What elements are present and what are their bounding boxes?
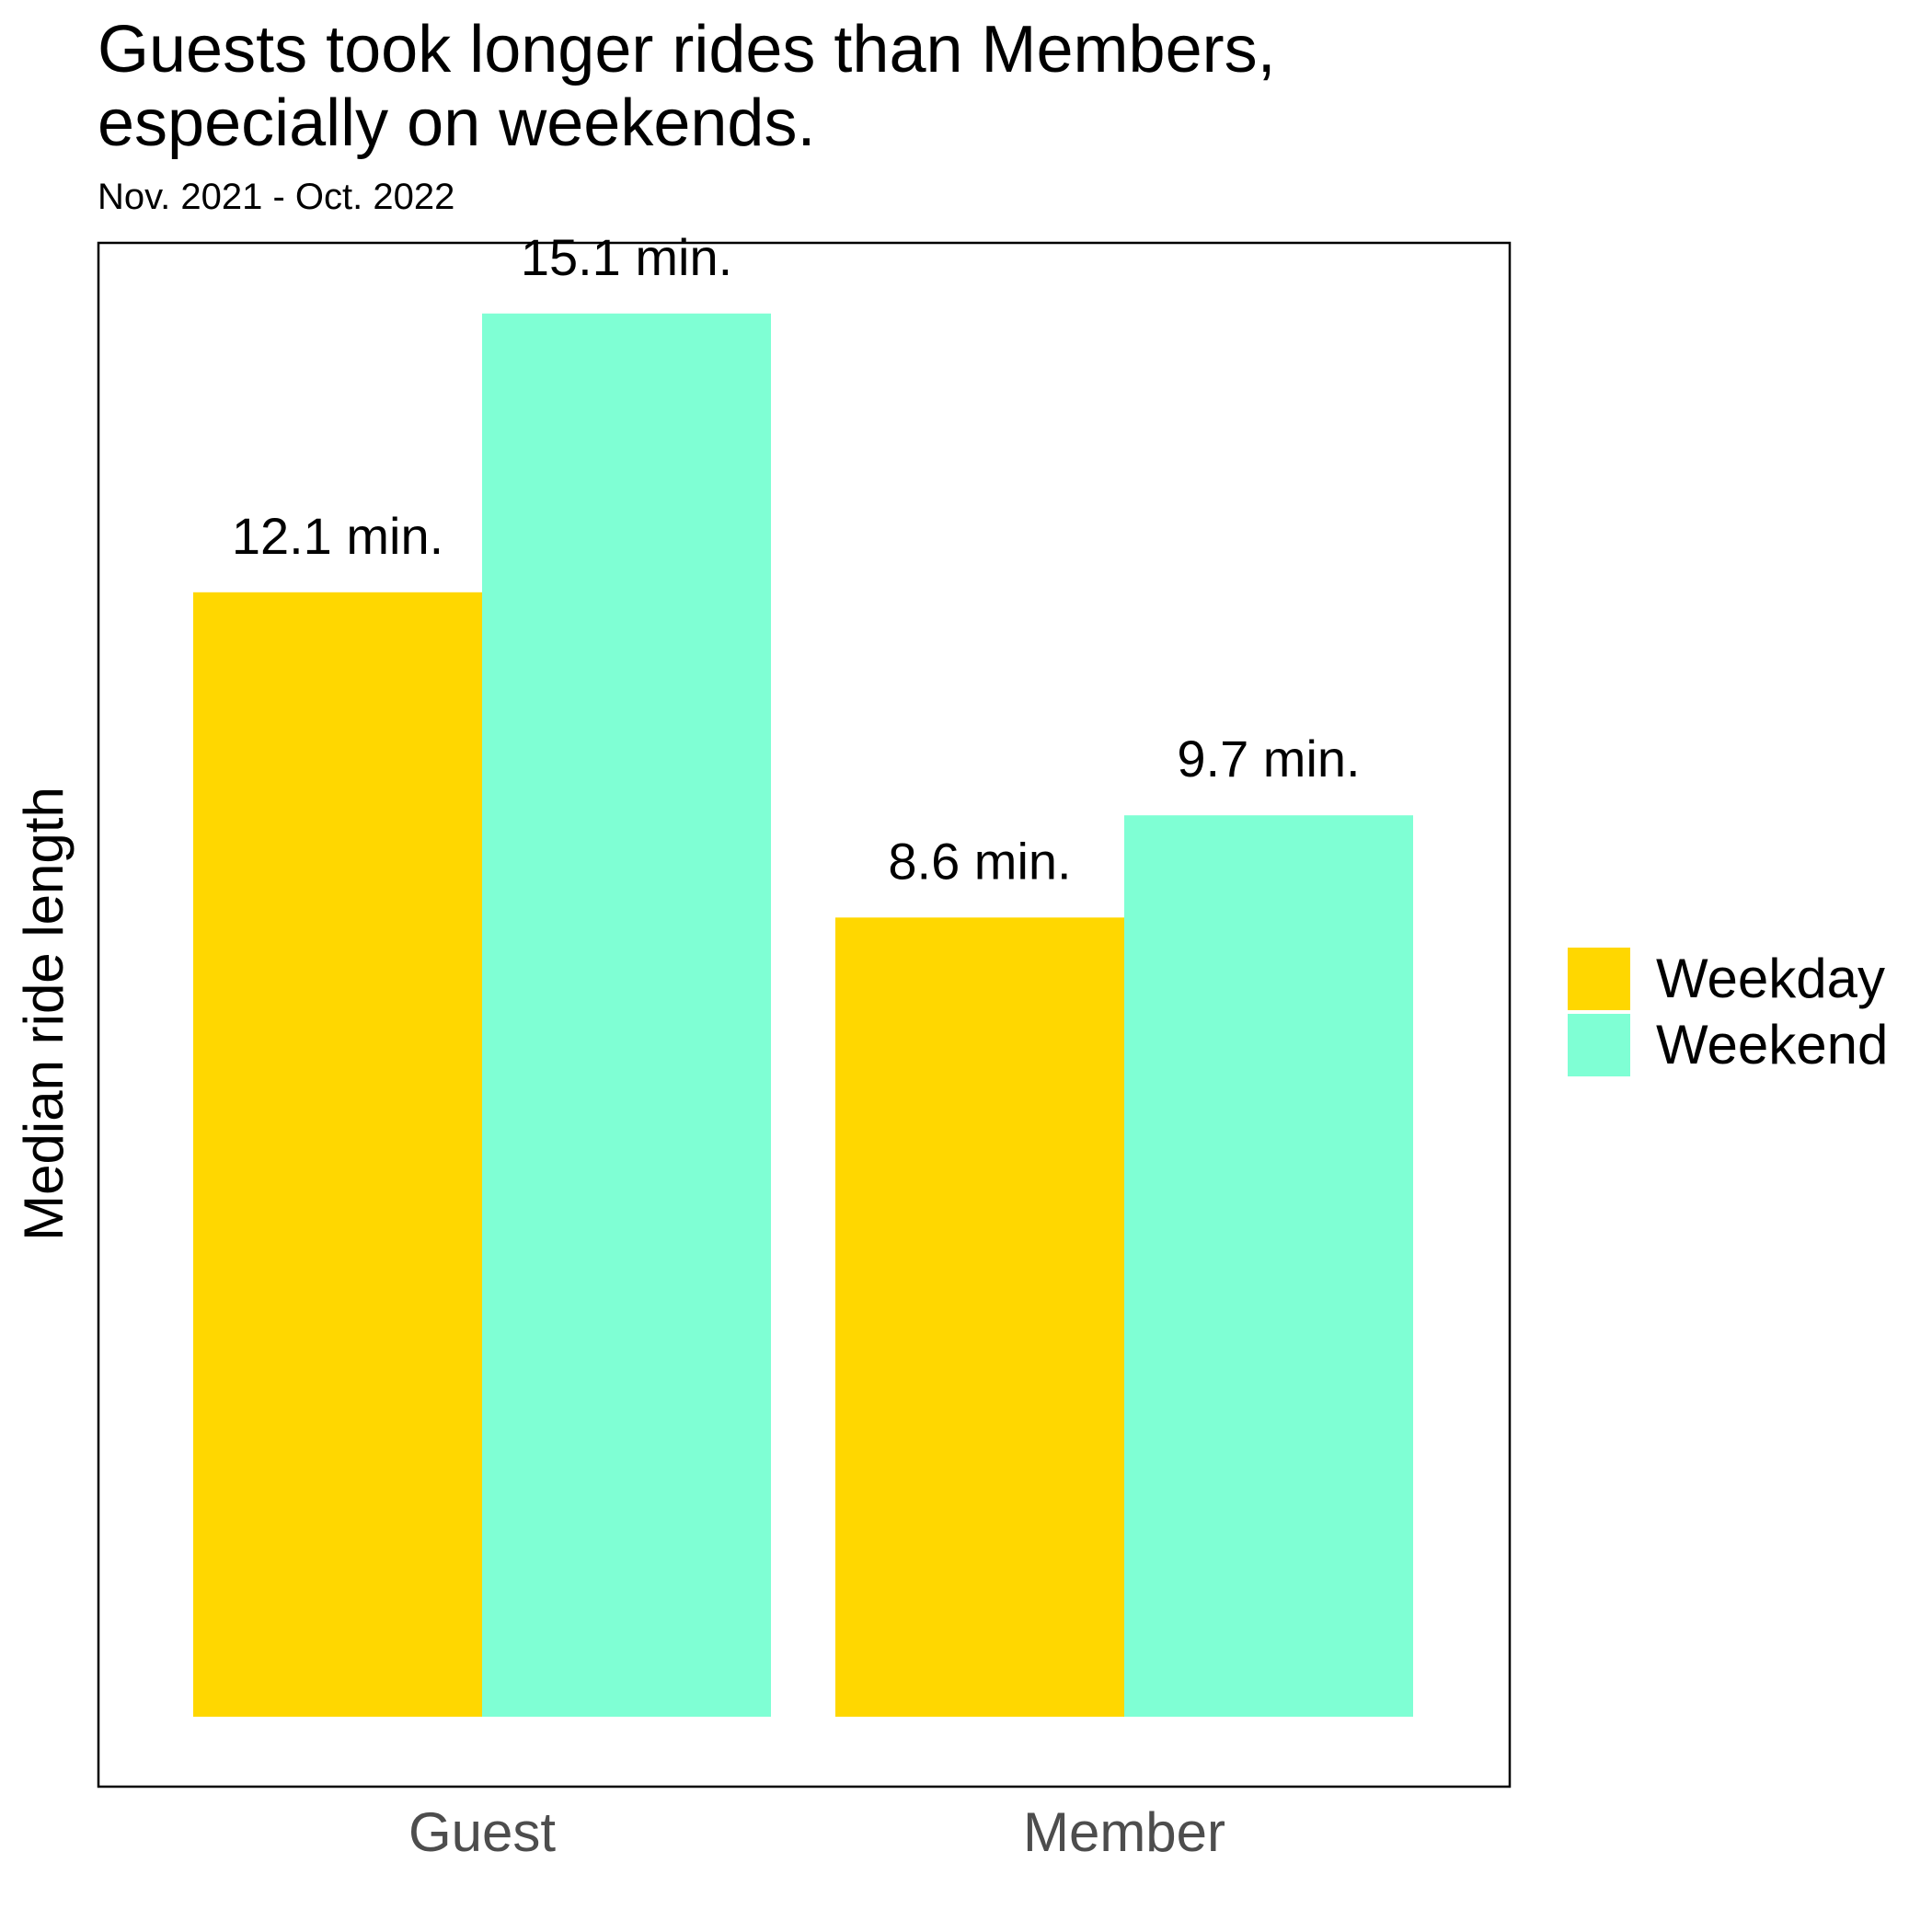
chart-title-line-2: especially on weekends. [98,86,816,160]
data-label-member-weekday: 8.6 min. [888,832,1071,890]
legend-swatch-weekday [1568,948,1630,1010]
x-tick-label-guest: Guest [408,1801,556,1863]
bar-member-weekend [1124,815,1413,1717]
x-tick-label-member: Member [1023,1801,1225,1863]
data-label-member-weekend: 9.7 min. [1177,730,1360,788]
bar-member-weekday [835,917,1124,1717]
y-axis-label: Median ride length [13,787,75,1241]
data-label-guest-weekend: 15.1 min. [521,228,732,286]
bar-labels-group: 12.1 min. 15.1 min. 8.6 min. 9.7 min. [232,228,1361,891]
chart-subtitle: Nov. 2021 - Oct. 2022 [98,177,455,217]
chart-title-line-1: Guests took longer rides than Members, [98,13,1276,86]
legend-label-weekend: Weekend [1656,1014,1889,1075]
plot-panel-border [97,241,1512,1788]
legend-label-weekday: Weekday [1656,948,1886,1009]
data-label-guest-weekday: 12.1 min. [232,507,443,565]
bar-guest-weekday [193,592,482,1717]
bar-guest-weekend [482,313,771,1717]
chart-title: Guests took longer rides than Members, e… [98,13,1276,160]
legend-item-weekend: Weekend [1568,1014,1917,1076]
legend-swatch-weekend [1568,1014,1630,1076]
legend-item-weekday: Weekday [1568,948,1917,1010]
bars-group [193,313,1413,1717]
x-tick-labels-group: Guest Member [408,1801,1225,1863]
